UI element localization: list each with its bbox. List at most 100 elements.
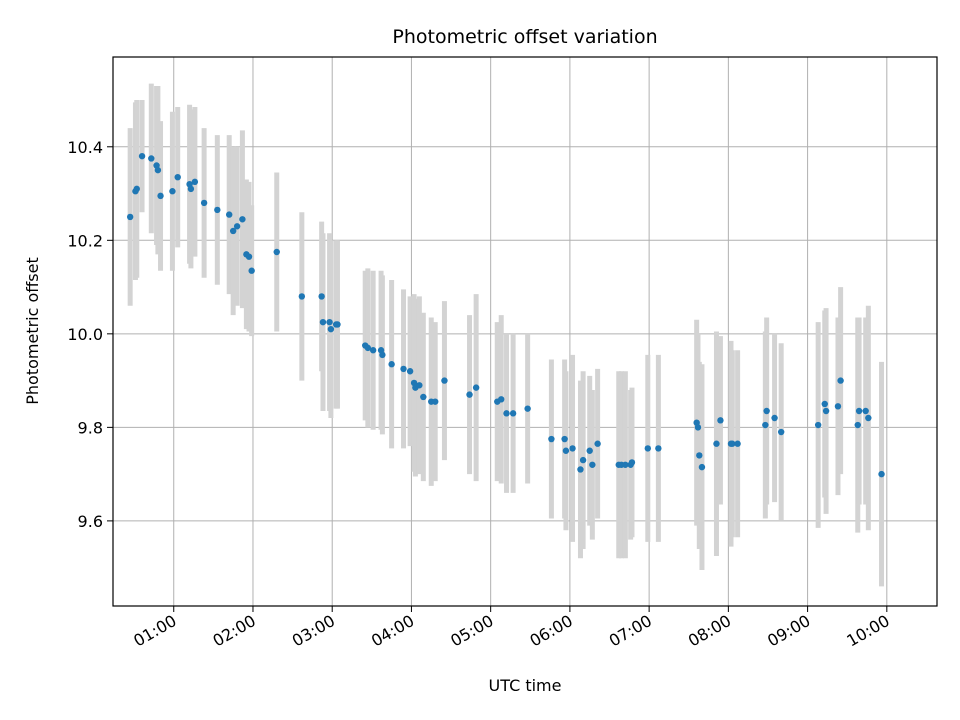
data-point [229,227,237,235]
data-point [698,463,706,471]
data-points [126,152,885,478]
data-point [472,384,480,391]
y-axis-ticks: 9.6 9.8 10.0 10.2 10.4 [67,138,113,531]
data-point [509,410,517,417]
plot-area-frame [112,56,938,607]
data-point [586,447,593,454]
data-point [569,445,576,452]
data-point [837,377,844,384]
data-point [327,325,335,333]
data-point [854,421,861,429]
x-tick-label: 01:00 [130,611,179,651]
data-point [441,377,448,384]
data-point [834,403,842,410]
data-point [577,466,584,473]
error-bars [127,83,885,587]
data-point [734,440,741,447]
y-tick-label: 10.2 [67,231,103,250]
data-point [406,368,414,375]
data-point [771,414,778,422]
x-tick-label: 07:00 [606,611,655,651]
data-point [432,398,439,405]
x-tick-label: 05:00 [447,611,496,651]
data-point [157,192,164,200]
data-point [594,440,601,447]
data-point [334,321,341,328]
x-tick-label: 09:00 [764,611,813,651]
data-point [622,461,629,468]
data-point [814,421,822,429]
y-tick-label: 9.8 [78,418,103,437]
data-point [379,351,386,359]
data-point [169,188,176,195]
data-point [713,440,720,447]
data-point [326,318,333,326]
data-point [273,248,280,256]
data-point [524,405,531,412]
data-point [319,318,327,326]
data-point [200,199,208,207]
data-point [174,173,181,181]
data-point [191,178,199,186]
x-tick-label: 02:00 [210,611,259,651]
data-point [694,424,702,431]
data-point [562,447,570,454]
data-point [777,428,785,436]
data-point [655,445,662,452]
data-point [498,396,505,403]
data-point [214,206,221,214]
data-point [416,382,423,389]
data-point [503,410,510,417]
data-point [133,185,140,193]
data-point [579,456,587,464]
y-tick-label: 10.4 [67,138,103,157]
data-point [400,365,407,373]
data-point [364,344,372,352]
data-point [696,452,703,459]
data-point [729,440,736,447]
data-point [855,407,863,415]
x-tick-label: 04:00 [368,611,417,651]
data-point [245,253,253,260]
data-point [865,414,872,422]
grid-lines [113,57,937,606]
data-point [298,293,306,300]
y-tick-label: 9.6 [78,512,103,531]
data-point [187,185,195,193]
data-point [466,391,473,398]
data-point [561,435,568,443]
data-point [226,211,233,218]
data-point [644,445,652,452]
data-point [420,393,427,401]
data-point [878,470,885,478]
data-point [821,400,828,408]
data-point [248,267,255,274]
data-point [589,461,596,468]
data-point [154,166,162,174]
y-axis-label: Photometric offset [23,257,42,405]
x-tick-label: 10:00 [843,611,892,651]
data-point [388,361,395,368]
data-point [138,152,146,160]
data-point [233,223,241,230]
data-point [763,407,770,415]
x-tick-label: 08:00 [685,611,734,651]
y-tick-label: 10.0 [67,325,103,344]
x-tick-label: 06:00 [526,611,575,651]
data-point [548,435,555,443]
data-point [148,155,155,162]
chart-title: Photometric offset variation [392,26,657,48]
data-point [862,407,869,415]
data-point [628,459,636,466]
x-axis-label: UTC time [489,676,562,695]
x-axis-ticks: 01:00 02:00 03:00 04:00 05:00 06:00 07:00 08:00… [130,606,893,651]
data-point [318,293,325,300]
data-point [762,421,769,429]
data-point [369,347,377,354]
data-point [126,213,134,221]
data-point [822,407,830,415]
data-point [239,216,246,223]
data-point [717,417,724,424]
x-tick-label: 03:00 [289,611,338,651]
